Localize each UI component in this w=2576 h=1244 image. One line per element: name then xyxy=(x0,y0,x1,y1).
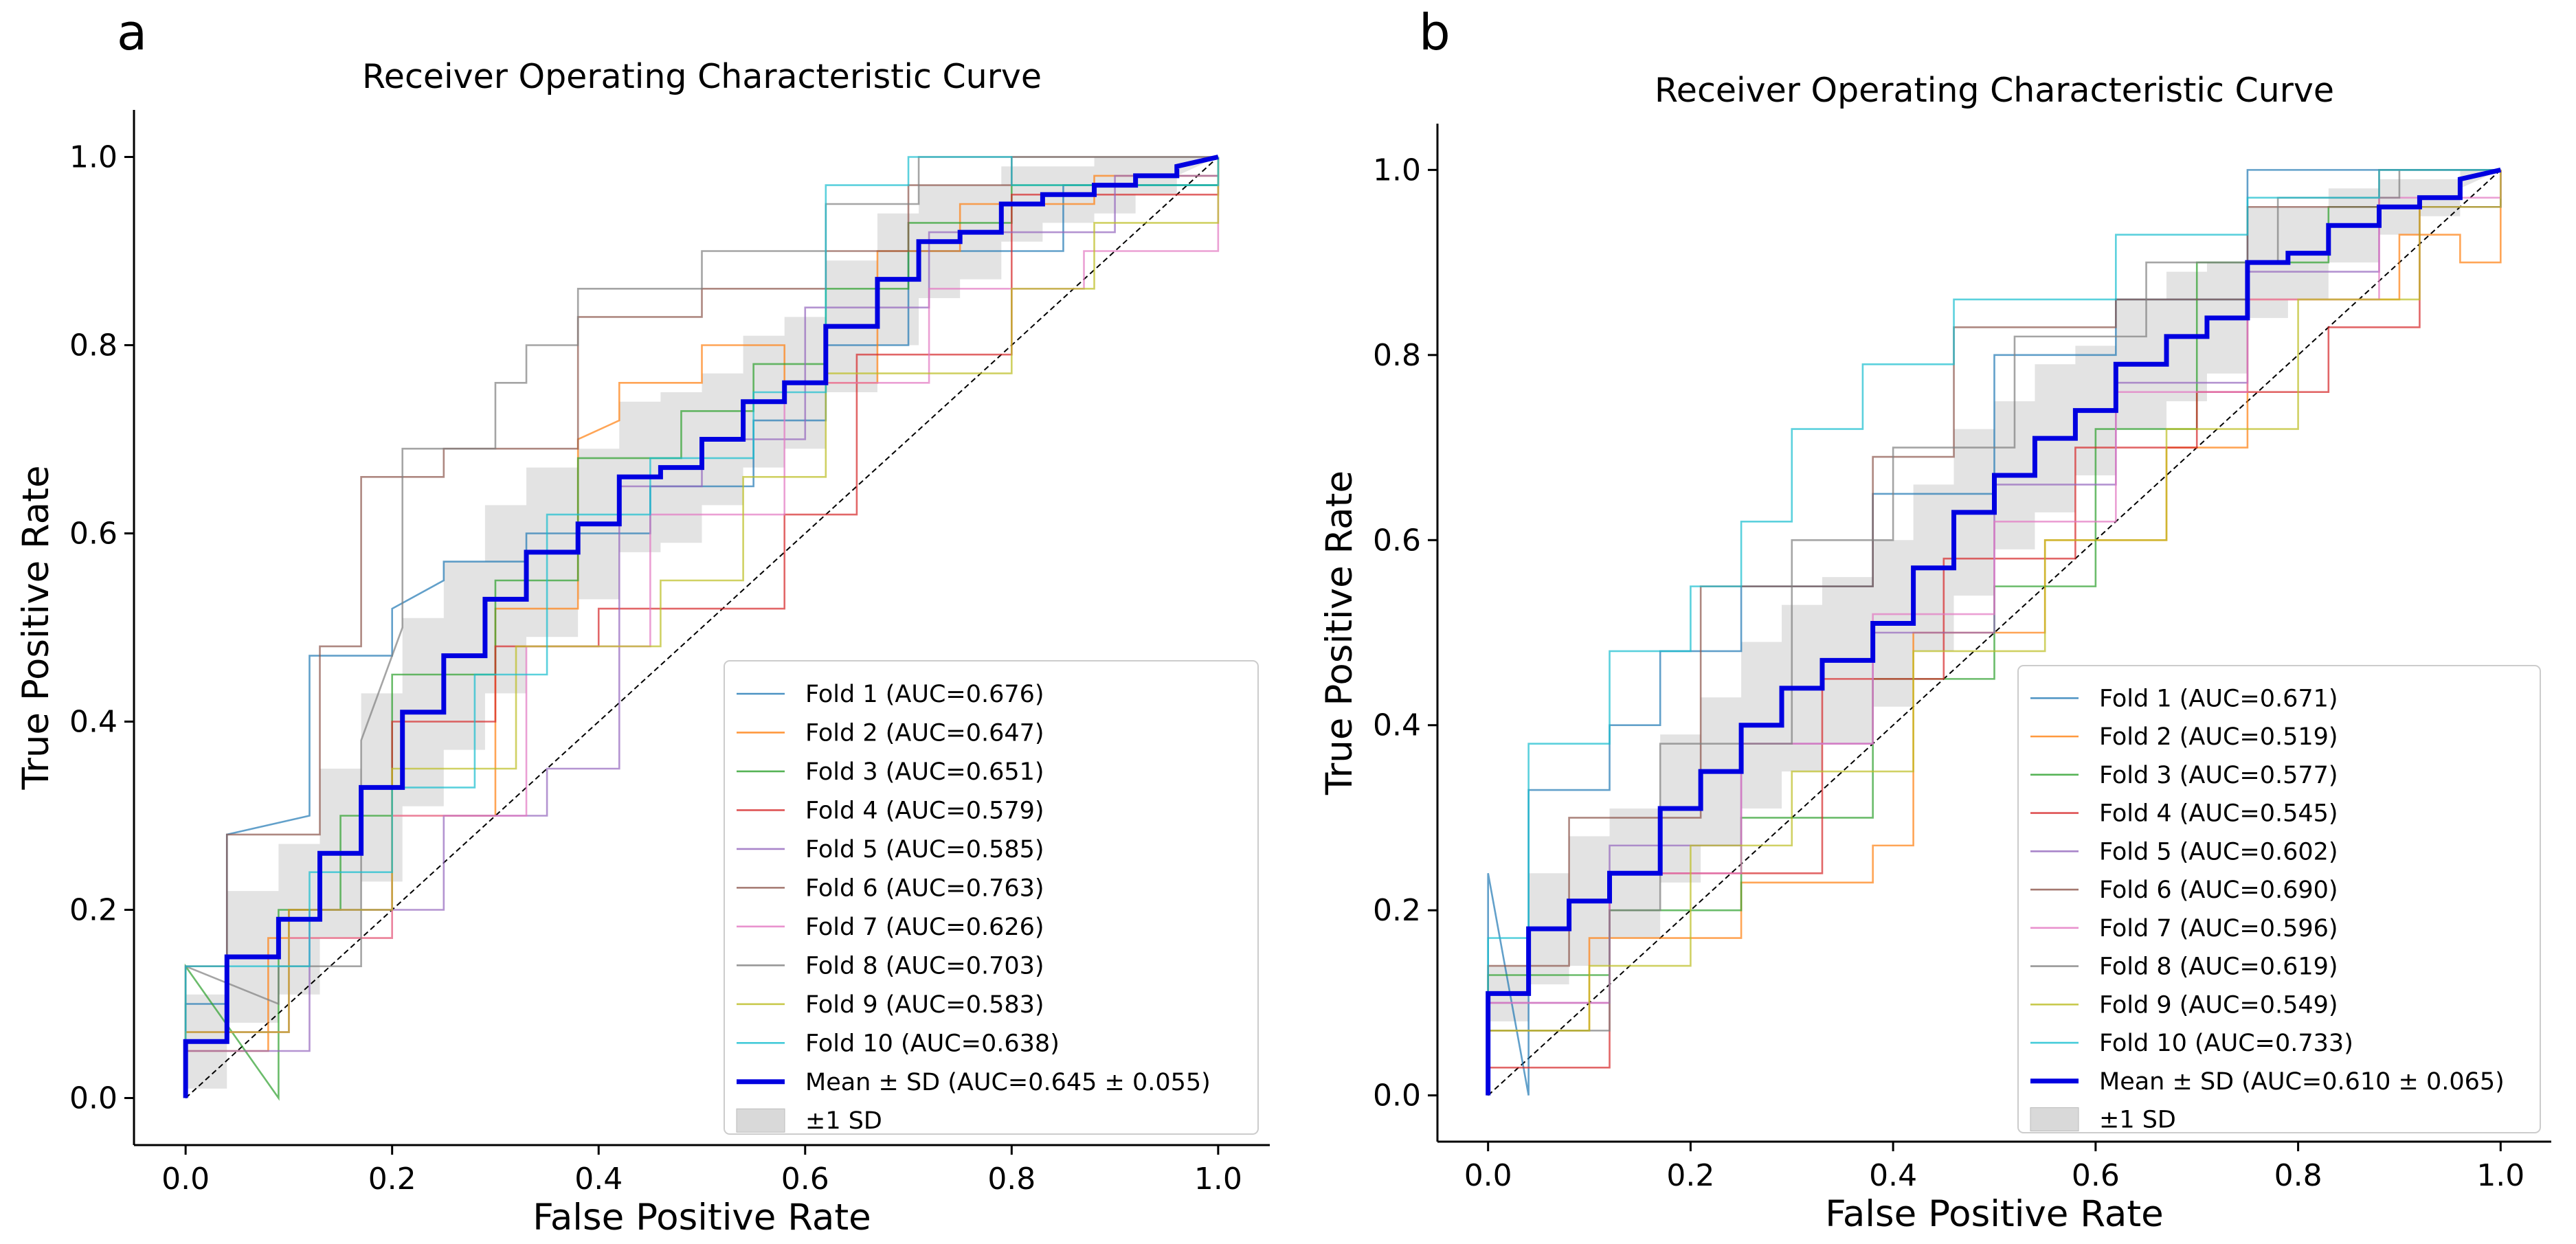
legend-entry-label: Fold 4 (AUC=0.545) xyxy=(2099,800,2338,828)
y-tick-label: 0.0 xyxy=(69,1081,117,1116)
legend: Fold 1 (AUC=0.676) Fold 2 (AUC=0.647) Fold… xyxy=(724,660,1259,1135)
legend-entry-label: Fold 1 (AUC=0.676) xyxy=(805,681,1044,708)
x-tick-label: 0.6 xyxy=(2072,1158,2120,1193)
legend-entry-label: Fold 9 (AUC=0.549) xyxy=(2099,991,2338,1019)
fold-6-curve xyxy=(184,156,1218,1098)
legend-entry-label: Mean ± SD (AUC=0.645 ± 0.055) xyxy=(805,1069,1211,1096)
legend-entry-label: Fold 3 (AUC=0.651) xyxy=(805,758,1044,786)
x-tick-label: 1.0 xyxy=(1194,1162,1242,1197)
legend-entry-label: Fold 5 (AUC=0.585) xyxy=(805,836,1044,863)
legend-entry-label: Fold 2 (AUC=0.647) xyxy=(805,719,1044,747)
legend-entry-label: Fold 8 (AUC=0.619) xyxy=(2099,953,2338,981)
x-tick-label: 0.0 xyxy=(161,1162,210,1197)
y-tick-label: 0.4 xyxy=(69,705,117,740)
legend-box xyxy=(724,660,1259,1135)
fold-10-curve xyxy=(1487,169,2501,1096)
y-axis-label: True Positive Rate xyxy=(1319,471,1360,795)
x-tick-label: 1.0 xyxy=(2476,1158,2524,1193)
legend-entry-label: Fold 4 (AUC=0.579) xyxy=(805,797,1044,824)
legend-entry-label: Fold 3 (AUC=0.577) xyxy=(2099,762,2338,789)
y-tick-label: 0.4 xyxy=(1373,708,1421,743)
legend-entry-label: Fold 1 (AUC=0.671) xyxy=(2099,685,2338,712)
fold-10-curve xyxy=(184,156,1220,1098)
x-tick-label: 0.8 xyxy=(2274,1158,2322,1193)
roc-chart-panel-b: b Receiver Operating Characteristic Curve… xyxy=(1319,3,2551,1235)
y-tick-label: 0.6 xyxy=(69,517,117,552)
roc-chart-panel-a: a Receiver Operating Characteristic Curve… xyxy=(15,3,1270,1239)
legend-entry-label: Fold 6 (AUC=0.763) xyxy=(805,874,1044,902)
legend-entry-label: Fold 10 (AUC=0.638) xyxy=(805,1030,1060,1057)
chart-title: Receiver Operating Characteristic Curve xyxy=(362,57,1042,96)
chart-title: Receiver Operating Characteristic Curve xyxy=(1655,71,2334,110)
legend-entry-label: Fold 9 (AUC=0.583) xyxy=(805,991,1044,1019)
legend-entry-label: Fold 8 (AUC=0.703) xyxy=(805,952,1044,980)
mean-roc-curve xyxy=(1486,167,2502,1096)
y-tick-label: 0.6 xyxy=(1373,523,1421,558)
panel-letter: b xyxy=(1419,3,1451,61)
x-tick-label: 0.2 xyxy=(368,1162,416,1197)
x-tick-label: 0.8 xyxy=(987,1162,1035,1197)
legend-entry-label: ±1 SD xyxy=(2099,1106,2176,1133)
x-tick-label: 0.4 xyxy=(1869,1158,1917,1193)
x-axis-label: False Positive Rate xyxy=(533,1197,871,1239)
mean-roc-curve xyxy=(183,155,1219,1098)
chance-diagonal-line xyxy=(1488,169,2501,1096)
x-tick-label: 0.4 xyxy=(574,1162,623,1197)
x-tick-label: 0.2 xyxy=(1666,1158,1714,1193)
y-axis-label: True Positive Rate xyxy=(15,465,57,790)
y-tick-label: 1.0 xyxy=(1373,152,1421,188)
x-tick-label: 0.6 xyxy=(781,1162,829,1197)
y-tick-label: 0.8 xyxy=(1373,338,1421,373)
panel-letter: a xyxy=(117,3,147,61)
legend-swatch-sd xyxy=(2030,1107,2079,1131)
legend-entry-label: Fold 10 (AUC=0.733) xyxy=(2099,1030,2353,1057)
chance-diagonal-line xyxy=(185,156,1219,1099)
legend-box xyxy=(2017,665,2541,1133)
legend-entry-label: ±1 SD xyxy=(805,1107,882,1135)
y-tick-label: 1.0 xyxy=(69,140,117,175)
legend-entry-label: Fold 5 (AUC=0.602) xyxy=(2099,838,2338,866)
y-tick-label: 0.0 xyxy=(1373,1078,1421,1113)
fold-9-curve xyxy=(184,157,1220,1098)
legend-entry-label: Fold 7 (AUC=0.626) xyxy=(805,914,1044,941)
legend-entry-label: Fold 7 (AUC=0.596) xyxy=(2099,915,2338,942)
legend: Fold 1 (AUC=0.671) Fold 2 (AUC=0.519) Fold… xyxy=(2017,665,2541,1133)
legend-entry-label: Fold 2 (AUC=0.519) xyxy=(2099,723,2338,751)
legend-entry-label: Fold 6 (AUC=0.690) xyxy=(2099,877,2338,904)
y-tick-label: 0.2 xyxy=(69,893,117,928)
fold-6-curve xyxy=(1487,169,2501,1096)
legend-entry-label: Mean ± SD (AUC=0.610 ± 0.065) xyxy=(2099,1068,2505,1096)
fold-9-curve xyxy=(1487,170,2502,1096)
legend-swatch-sd xyxy=(736,1108,785,1133)
fold-8-curve xyxy=(184,156,1218,1098)
x-axis-label: False Positive Rate xyxy=(1825,1193,2164,1235)
y-tick-label: 0.2 xyxy=(1373,893,1421,928)
x-tick-label: 0.0 xyxy=(1464,1158,1512,1193)
y-tick-label: 0.8 xyxy=(69,328,117,363)
